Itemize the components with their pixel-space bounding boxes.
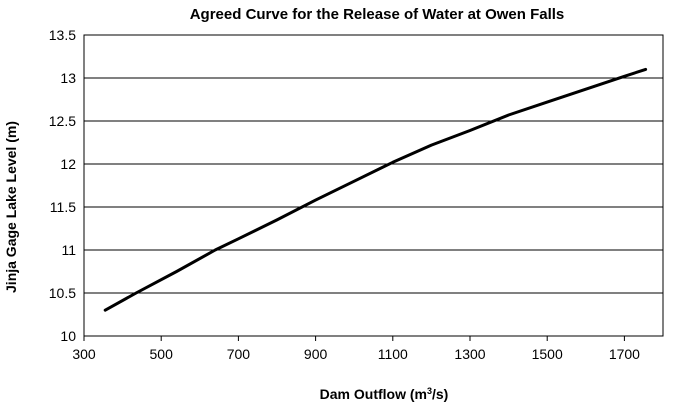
x-tick-label: 1700 bbox=[609, 346, 640, 362]
y-tick-label: 13.5 bbox=[49, 27, 76, 43]
y-tick-label: 12.5 bbox=[49, 113, 76, 129]
y-tick-label: 10.5 bbox=[49, 285, 76, 301]
x-tick-label: 700 bbox=[227, 346, 251, 362]
x-tick-label: 1300 bbox=[454, 346, 485, 362]
y-tick-label: 13 bbox=[60, 70, 76, 86]
plot-area bbox=[83, 34, 664, 337]
y-axis-label: Jinja Gage Lake Level (m) bbox=[3, 121, 19, 293]
y-tick-label: 11 bbox=[61, 242, 76, 258]
chart-title: Agreed Curve for the Release of Water at… bbox=[190, 6, 565, 23]
x-tick-label: 500 bbox=[150, 346, 174, 362]
grid-lines bbox=[84, 34, 663, 337]
x-tick-label: 1500 bbox=[532, 346, 563, 362]
y-tick-label: 11.5 bbox=[50, 199, 76, 215]
y-tick-labels: 10 10.5 11 11.5 12 12.5 13 13.5 bbox=[49, 27, 76, 344]
series-line bbox=[103, 67, 648, 312]
y-tick-label: 10 bbox=[60, 328, 76, 344]
x-axis-label-superscript: 3 bbox=[427, 386, 432, 396]
x-axis-label-main: Dam Outflow (m bbox=[320, 386, 427, 402]
x-axis-label-tail: /s) bbox=[432, 386, 448, 402]
series-layer bbox=[103, 67, 648, 312]
x-tick-labels: 300 500 700 900 1100 1300 1500 1700 bbox=[72, 336, 640, 362]
x-tick-label: 300 bbox=[72, 346, 96, 362]
x-tick-label: 900 bbox=[304, 346, 328, 362]
x-axis-label: Dam Outflow (m3/s) bbox=[320, 386, 449, 402]
y-tick-label: 12 bbox=[60, 156, 76, 172]
x-tick-label: 1100 bbox=[378, 346, 408, 362]
